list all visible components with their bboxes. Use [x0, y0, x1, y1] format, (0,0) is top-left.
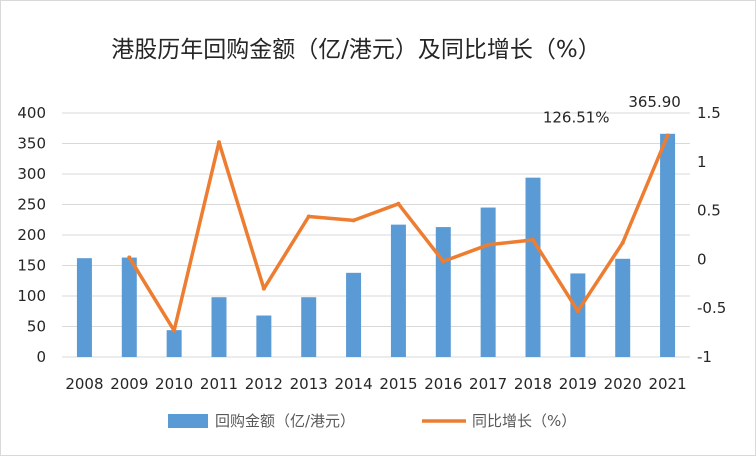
x-tick-label: 2012	[245, 375, 283, 393]
right-y-tick-label: 1.5	[697, 104, 721, 122]
legend: 回购金额（亿/港元） 同比增长（%）	[168, 412, 576, 430]
bar-2010	[166, 330, 182, 357]
x-tick-label: 2014	[334, 375, 372, 393]
left-y-tick-label: 400	[17, 104, 46, 122]
x-tick-label: 2015	[379, 375, 417, 393]
x-tick-label: 2021	[648, 375, 686, 393]
line-point-2009	[127, 255, 132, 260]
right-y-tick-label: 0	[697, 250, 707, 268]
bar-2014	[346, 272, 362, 357]
bar-value-label: 365.90	[628, 93, 681, 111]
bar-2016	[435, 227, 451, 357]
annotations: 365.90 126.51%	[543, 93, 681, 126]
line-point-2020	[620, 240, 625, 245]
x-tick-label: 2017	[469, 375, 507, 393]
right-y-tick-label: -1	[697, 348, 712, 366]
bar-2011	[211, 297, 227, 357]
line-point-2021	[665, 133, 670, 138]
bar-2015	[390, 224, 406, 357]
line-point-2019	[575, 309, 580, 314]
line-point-2012	[261, 286, 266, 291]
bar-2012	[256, 315, 272, 357]
line-point-2010	[172, 328, 177, 333]
line-point-2016	[441, 259, 446, 264]
x-tick-label: 2010	[155, 375, 193, 393]
bar-2020	[615, 258, 631, 357]
right-y-axis: -1 -0.5 0 0.5 1 1.5	[697, 104, 726, 366]
growth-value-label: 126.51%	[543, 108, 610, 126]
left-y-tick-label: 150	[17, 257, 46, 275]
right-y-tick-label: -0.5	[697, 299, 726, 317]
bar-2018	[525, 177, 541, 357]
bar-2021	[660, 133, 676, 357]
bar-2017	[480, 207, 496, 357]
legend-swatch-bar	[168, 414, 208, 428]
x-axis: 2008 2009 2010 2011 2012 2013 2014 2015 2016 2017…	[65, 375, 686, 393]
x-tick-label: 2011	[200, 375, 238, 393]
left-y-tick-label: 50	[27, 318, 46, 336]
line-point-2015	[396, 201, 401, 206]
legend-label-bar: 回购金额（亿/港元）	[215, 412, 355, 430]
x-tick-label: 2016	[424, 375, 462, 393]
line-point-2013	[306, 214, 311, 219]
right-y-tick-label: 1	[697, 153, 707, 171]
bar-2013	[301, 297, 317, 357]
chart-title: 港股历年回购金额（亿/港元）及同比增长（%）	[111, 37, 601, 63]
left-y-tick-label: 200	[17, 226, 46, 244]
x-tick-label: 2019	[559, 375, 597, 393]
left-y-axis: 0 50 100 150 200 250 300 350 400	[17, 104, 46, 366]
line-series	[127, 133, 670, 333]
line-point-2018	[531, 237, 535, 242]
x-tick-label: 2018	[514, 375, 552, 393]
line-point-2017	[486, 242, 491, 247]
line-point-2014	[351, 218, 356, 223]
left-y-tick-label: 300	[17, 165, 46, 183]
bar-2019	[570, 273, 586, 357]
left-y-tick-label: 250	[17, 196, 46, 214]
x-tick-label: 2008	[65, 375, 103, 393]
x-tick-label: 2009	[110, 375, 148, 393]
bar-2008	[76, 258, 92, 357]
left-y-tick-label: 100	[17, 287, 46, 305]
x-tick-label: 2020	[604, 375, 642, 393]
left-y-tick-label: 350	[17, 135, 46, 153]
x-tick-label: 2013	[290, 375, 328, 393]
legend-label-line: 同比增长（%）	[472, 412, 576, 430]
left-y-tick-label: 0	[36, 348, 46, 366]
bar-2009	[121, 257, 137, 357]
right-y-tick-label: 0.5	[697, 202, 721, 220]
line-point-2011	[217, 140, 221, 145]
